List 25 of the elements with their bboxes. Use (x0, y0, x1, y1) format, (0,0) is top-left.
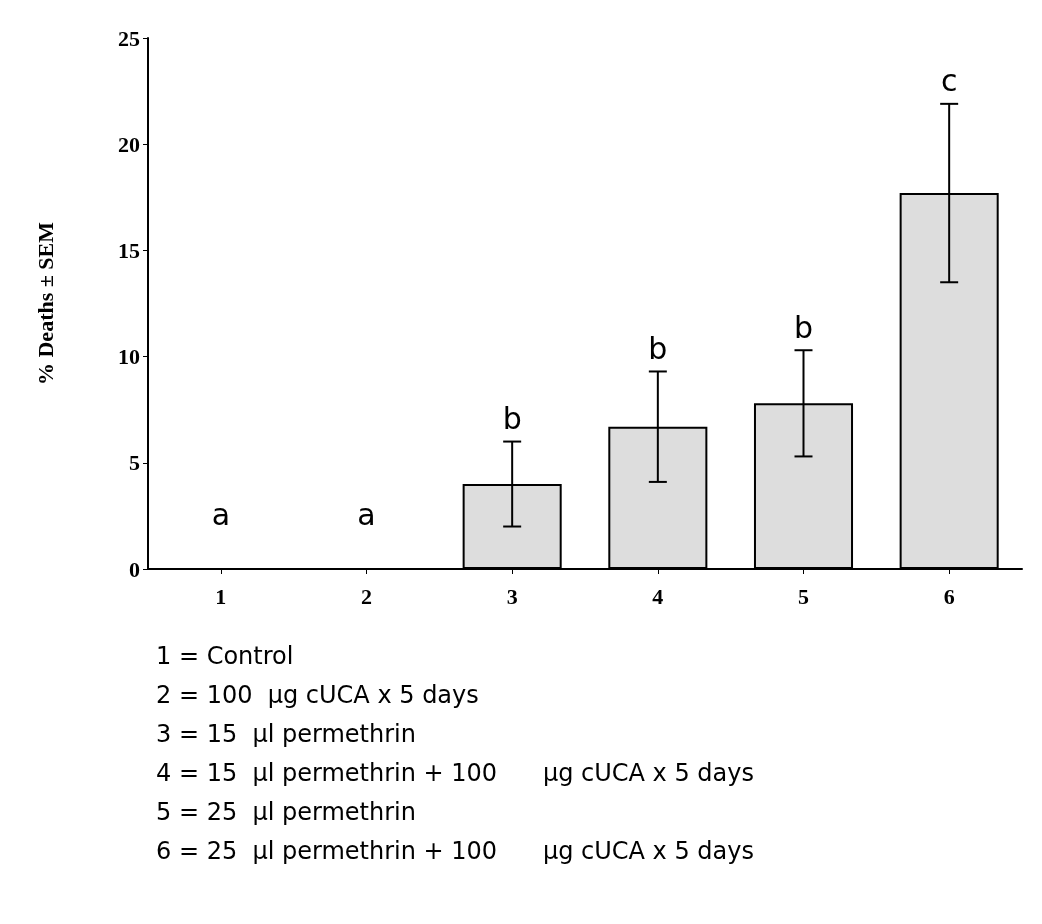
text: 6 = 25 μl permethrin + 100 μg cUCA x 5 days (156, 837, 754, 865)
data-label: c (940, 63, 958, 99)
y-tick-label: 10 (118, 344, 140, 370)
text: 4 = 15 μl permethrin + 100 μg cUCA x 5 days (156, 759, 754, 787)
x-tick-label: 6 (943, 583, 955, 609)
text: 1 = Control (156, 642, 294, 670)
x-tick-label: 3 (506, 583, 518, 609)
y-tick-label: 0 (129, 556, 140, 582)
y-tick-label: 15 (118, 237, 140, 263)
text: 3 = 15 μl permethrin (156, 720, 416, 748)
x-tick-label: 5 (798, 583, 809, 609)
x-tick-label: 2 (361, 583, 372, 609)
data-label: a (357, 496, 376, 532)
y-tick-label: 5 (129, 450, 140, 476)
data-label: b (648, 330, 668, 366)
data-label: b (793, 309, 814, 345)
data-label: a (211, 496, 231, 532)
x-tick-label: 4 (652, 583, 664, 609)
y-tick-label: 20 (118, 131, 140, 157)
data-label: b (502, 401, 522, 437)
x-tick-label: 1 (215, 583, 227, 609)
text: 2 = 100 μg cUCA x 5 days (156, 681, 479, 709)
y-tick-label: 25 (118, 25, 140, 51)
text: 5 = 25 μl permethrin (156, 798, 416, 826)
y-axis-title: % Deaths ± SEM (32, 221, 58, 386)
